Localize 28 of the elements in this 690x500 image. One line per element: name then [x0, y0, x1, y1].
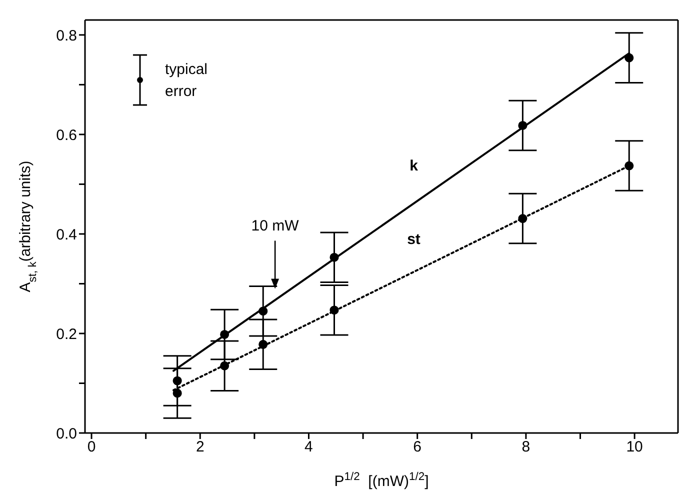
- x-tick-label: 2: [196, 438, 204, 456]
- point: [258, 306, 268, 316]
- point: [258, 340, 268, 349]
- x-tick-label: 6: [413, 438, 422, 456]
- point: [172, 376, 182, 386]
- y-tick-label: 0.4: [56, 226, 77, 244]
- x-tick-label: 10: [626, 438, 643, 456]
- point: [624, 53, 634, 62]
- point: [330, 306, 339, 315]
- point: [330, 252, 339, 262]
- y-tick-label: 0.8: [56, 27, 77, 44]
- x-axis-title: P$^{1/2}$ [(mW)$^{1/2}$]: [334, 471, 429, 490]
- y-tick-label: 0.2: [56, 326, 77, 343]
- series-label: st: [407, 231, 420, 248]
- point: [172, 388, 182, 398]
- point: [220, 361, 230, 370]
- x-tick-label: 0: [87, 438, 96, 456]
- annotation: 10 mW: [251, 218, 300, 235]
- point: [518, 120, 528, 130]
- annotation: typical error: [165, 61, 208, 100]
- point: [624, 161, 634, 170]
- series-label: k: [410, 158, 419, 175]
- y-tick-label: 0.6: [56, 126, 77, 144]
- point: [518, 214, 528, 224]
- y-tick-label: 0.0: [56, 425, 77, 442]
- x-tick-label: 8: [522, 438, 530, 456]
- point: [220, 330, 230, 339]
- x-tick-label: 4: [304, 438, 313, 456]
